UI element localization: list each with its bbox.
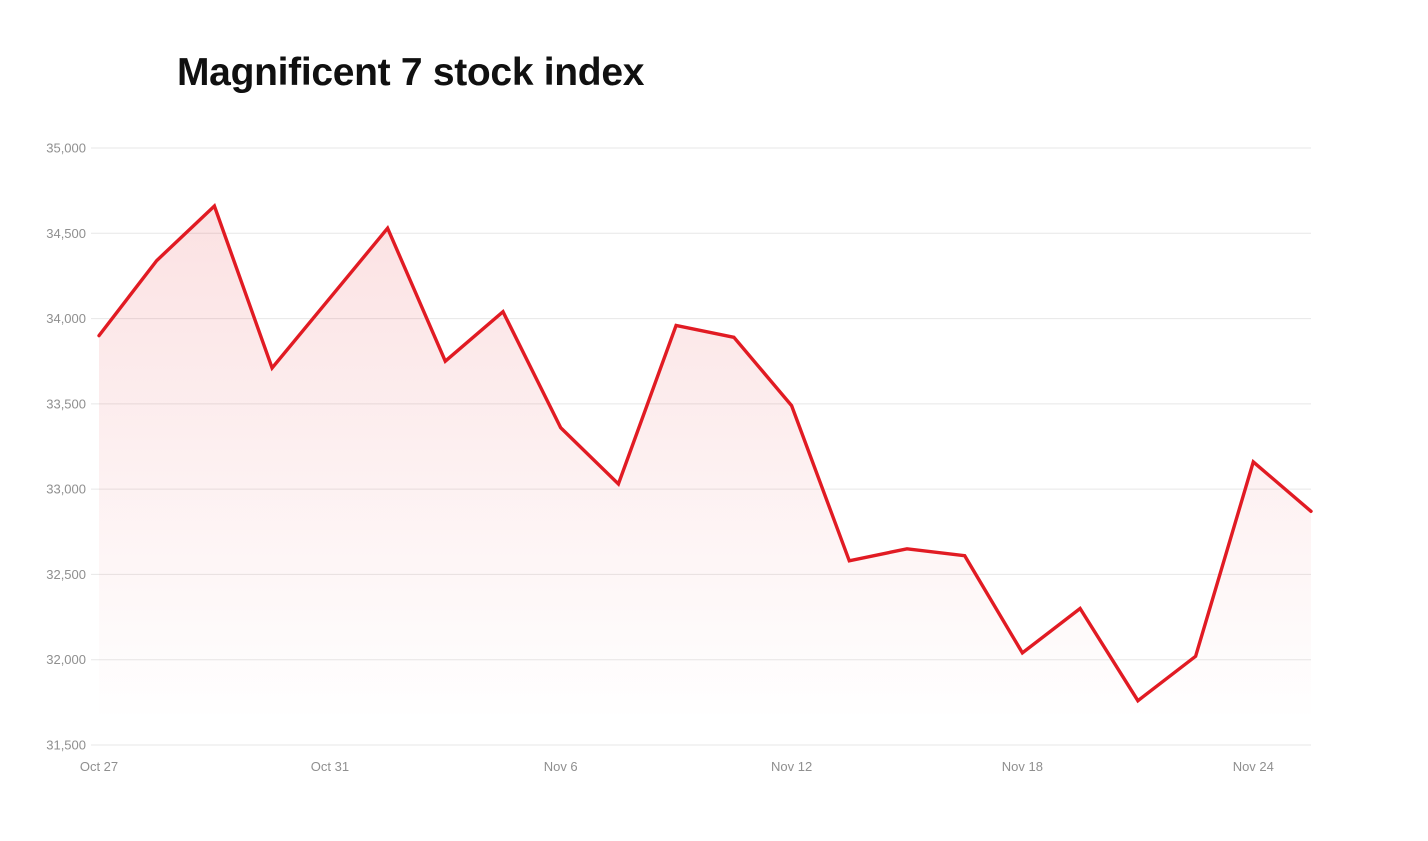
x-tick-label: Oct 27: [80, 759, 118, 774]
y-tick-label: 32,000: [46, 652, 86, 667]
y-tick-label: 31,500: [46, 738, 86, 753]
x-axis-labels: Oct 27 Oct 31 Nov 6 Nov 12 Nov 18 Nov 24: [80, 759, 1274, 774]
x-tick-label: Nov 6: [544, 759, 578, 774]
area-fill: [99, 206, 1311, 745]
y-tick-label: 33,000: [46, 482, 86, 497]
y-tick-label: 35,000: [46, 141, 86, 156]
x-tick-label: Nov 18: [1002, 759, 1043, 774]
y-tick-label: 34,500: [46, 226, 86, 241]
x-tick-label: Oct 31: [311, 759, 349, 774]
y-tick-label: 32,500: [46, 567, 86, 582]
price-line: [97, 202, 1313, 704]
y-axis-labels: 35,000 34,500 34,000 33,500 33,000 32,500 32,0…: [46, 141, 86, 753]
y-tick-label: 33,500: [46, 396, 86, 411]
x-tick-label: Nov 24: [1233, 759, 1274, 774]
x-tick-label: Nov 12: [771, 759, 812, 774]
y-tick-label: 34,000: [46, 311, 86, 326]
chart-title: Magnificent 7 stock index: [177, 51, 645, 94]
